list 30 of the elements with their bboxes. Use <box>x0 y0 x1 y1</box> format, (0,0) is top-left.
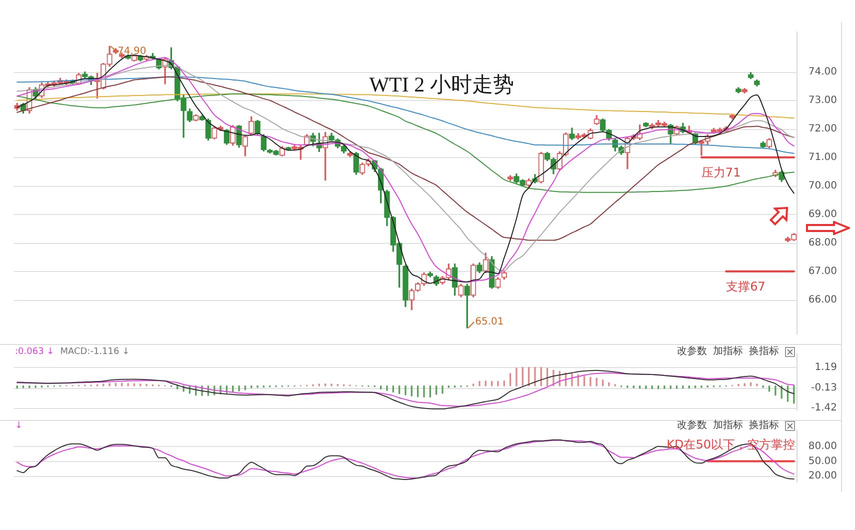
y-tick-label: 71.00 <box>808 152 837 163</box>
y-tick-label: 80.00 <box>808 440 837 452</box>
annotation: 改参数 <box>677 346 707 358</box>
y-tick-label: 70.00 <box>808 180 837 192</box>
annotation: 加指标 <box>713 420 743 432</box>
annotation: 74.90 <box>118 46 146 57</box>
series-label: 压力71 <box>701 165 741 180</box>
annotation: 改参数 <box>677 420 707 432</box>
annotation: ↓ <box>15 421 23 431</box>
y-tick-label: 20.00 <box>808 470 837 482</box>
y-tick-label: 50.00 <box>808 456 837 467</box>
y-tick-label: 1.19 <box>814 362 837 373</box>
y-tick-label: 69.00 <box>808 208 837 220</box>
y-tick-label: -1.42 <box>811 402 837 414</box>
y-tick-label: 66.00 <box>808 294 837 306</box>
y-tick-label: 73.00 <box>808 94 837 106</box>
annotation: 加指标 <box>713 346 743 358</box>
y-tick-label: 72.00 <box>808 123 837 134</box>
y-tick-label: 68.00 <box>808 237 837 248</box>
text: WTI 2 小时走势 <box>369 72 514 97</box>
y-tick-label: 74.00 <box>808 66 837 78</box>
series-label: 支撑67 <box>726 279 766 294</box>
y-tick-label: -0.13 <box>811 382 837 394</box>
line-series <box>16 76 794 154</box>
y-tick-label: 67.00 <box>808 266 837 277</box>
annotation: 换指标 <box>749 346 779 358</box>
annotation: 换指标 <box>749 420 779 432</box>
annotation: :0.063 ↓ <box>15 347 54 357</box>
annotation: 65.01 <box>475 316 504 328</box>
annotation: MACD:-1.116 ↓ <box>60 347 130 357</box>
